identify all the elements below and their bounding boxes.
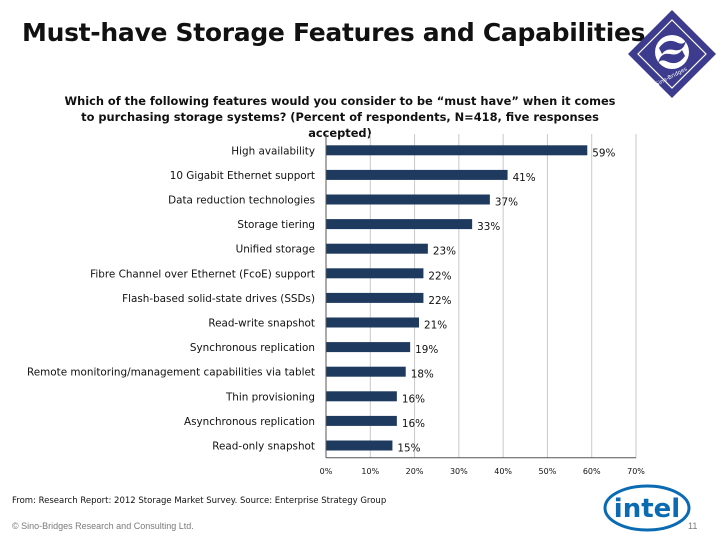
bar-chart: 0% 10% 20% 30% 40% 50% 60% 70% High availability… (27, 134, 645, 476)
bar (326, 169, 508, 180)
value-label: 37% (495, 197, 518, 209)
x-tick-label: 70% (627, 467, 645, 476)
category-label: Fibre Channel over Ethernet (FcoE) suppo… (90, 268, 315, 280)
copyright: © Sino-Bridges Research and Consulting L… (12, 521, 194, 531)
intel-logo: intel (603, 484, 691, 532)
bar (326, 243, 428, 254)
category-label: Data reduction technologies (168, 195, 315, 207)
value-label: 21% (424, 320, 447, 332)
value-label: 59% (592, 147, 615, 159)
sino-bridges-logo: Sino-Bridges (628, 10, 716, 98)
chart-title: Which of the following features would yo… (64, 94, 616, 140)
intel-wordmark: intel (614, 494, 680, 524)
x-tick-label: 0% (320, 467, 333, 476)
x-tick-label: 50% (539, 467, 557, 476)
category-label: 10 Gigabit Ethernet support (170, 170, 315, 182)
x-tick-label: 20% (406, 467, 424, 476)
bar (326, 440, 393, 451)
value-label: 33% (477, 221, 500, 233)
logo-circle (655, 35, 689, 69)
category-label: Flash-based solid-state drives (SSDs) (122, 293, 315, 305)
category-label: High availability (231, 145, 315, 157)
value-label: 22% (428, 295, 451, 307)
category-label: Storage tiering (237, 219, 315, 231)
slide-title: Must-have Storage Features and Capabilit… (22, 18, 646, 47)
bar (326, 292, 424, 303)
x-tick-label: 60% (583, 467, 601, 476)
value-label: 19% (415, 344, 438, 356)
bar (326, 268, 424, 279)
category-label: Synchronous replication (190, 342, 315, 354)
value-label: 16% (402, 418, 425, 430)
category-label: Remote monitoring/management capabilitie… (27, 367, 315, 379)
bar (326, 366, 406, 377)
x-tick-label: 10% (361, 467, 379, 476)
bar (326, 194, 490, 205)
category-label: Read-write snapshot (208, 318, 315, 330)
logo-s-top (659, 40, 686, 54)
page-number: 11 (688, 521, 698, 531)
x-tick-label: 40% (494, 467, 512, 476)
value-label: 15% (397, 443, 420, 455)
bar (326, 317, 419, 328)
value-label: 41% (513, 172, 536, 184)
bar (326, 415, 397, 426)
category-label: Unified storage (236, 244, 315, 256)
bar (326, 342, 411, 353)
value-label: 23% (433, 246, 456, 258)
logo-s-bottom (658, 50, 685, 64)
value-label: 22% (428, 270, 451, 282)
bar (326, 145, 588, 156)
logo-inner-diamond (637, 19, 707, 89)
bar (326, 391, 397, 402)
value-label: 18% (411, 369, 434, 381)
intel-swoosh (603, 484, 691, 532)
category-label: Asynchronous replication (184, 416, 315, 428)
x-tick-label: 30% (450, 467, 468, 476)
category-label: Read-only snapshot (212, 441, 315, 453)
category-label: Thin provisioning (225, 391, 315, 403)
bar (326, 219, 473, 230)
source-note: From: Research Report: 2012 Storage Mark… (12, 496, 387, 506)
value-label: 16% (402, 393, 425, 405)
